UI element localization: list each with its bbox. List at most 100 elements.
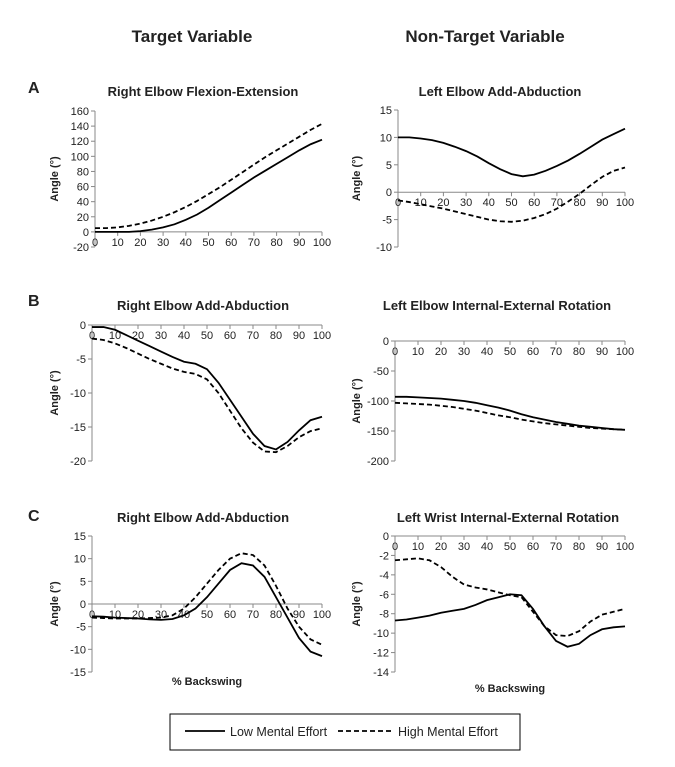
y-tick-label: -5	[382, 215, 392, 227]
y-tick-label: 5	[386, 160, 392, 172]
x-tick-label: 90	[596, 346, 608, 358]
chart-title: Left Wrist Internal-External Rotation	[396, 510, 620, 525]
legend-label: High Mental Effort	[398, 725, 498, 739]
y-tick-label: 15	[74, 531, 86, 543]
y-tick-label: -20	[73, 242, 89, 254]
data-line	[395, 395, 626, 431]
x-tick-label: 30	[460, 197, 472, 209]
x-tick-label: 0	[392, 346, 398, 358]
y-tick-label: -14	[373, 667, 389, 679]
y-axis-label: Angle (°)	[351, 581, 363, 627]
x-tick-label: 0	[392, 541, 398, 553]
y-tick-label: -10	[376, 242, 392, 254]
y-tick-label: -15	[70, 667, 86, 679]
x-tick-label: 70	[247, 330, 259, 342]
x-tick-label: 100	[616, 346, 634, 358]
x-tick-label: 50	[201, 330, 213, 342]
x-tick-label: 70	[550, 541, 562, 553]
x-tick-label: 100	[616, 541, 634, 553]
y-tick-label: 20	[77, 212, 89, 224]
y-tick-label: -5	[76, 354, 86, 366]
data-line	[394, 557, 626, 637]
row-letter: C	[28, 508, 40, 525]
column-heading: Non-Target Variable	[405, 27, 564, 46]
y-tick-label: -6	[379, 589, 389, 601]
y-tick-label: 40	[77, 197, 89, 209]
chart-title-box: Left Elbow Internal-External Rotation	[382, 298, 612, 313]
x-tick-label: 10	[112, 237, 124, 249]
row-letter: B	[28, 293, 40, 310]
y-tick-label: 10	[74, 554, 86, 566]
x-tick-label: 80	[573, 541, 585, 553]
x-tick-label: 0	[395, 197, 401, 209]
x-tick-label: 20	[435, 346, 447, 358]
y-tick-label: 0	[386, 187, 392, 199]
data-line	[91, 562, 323, 657]
data-line	[92, 326, 323, 451]
chart-title-box: Left Elbow Add-Abduction	[419, 84, 582, 99]
y-tick-label: 15	[380, 105, 392, 117]
y-tick-label: 120	[71, 136, 89, 148]
y-axis-label: Angle (°)	[351, 378, 363, 424]
y-tick-label: 80	[77, 166, 89, 178]
x-tick-label: 100	[616, 197, 634, 209]
x-tick-label: 30	[157, 237, 169, 249]
y-tick-label: -10	[373, 628, 389, 640]
x-tick-label: 10	[412, 541, 424, 553]
chart-title-box: Right Elbow Add-Abduction	[117, 298, 289, 313]
x-tick-label: 90	[293, 609, 305, 621]
x-tick-label: 90	[596, 197, 608, 209]
x-tick-label: 20	[437, 197, 449, 209]
x-tick-label: 80	[270, 609, 282, 621]
x-tick-label: 80	[270, 330, 282, 342]
chart-title-box: Right Elbow Add-Abduction	[117, 510, 289, 525]
y-tick-label: 100	[71, 151, 89, 163]
x-tick-label: 50	[504, 346, 516, 358]
x-tick-label: 60	[225, 237, 237, 249]
row-letter: A	[28, 80, 40, 97]
x-tick-label: 40	[178, 330, 190, 342]
y-tick-label: 160	[71, 106, 89, 118]
x-tick-label: 60	[527, 541, 539, 553]
x-tick-label: 30	[458, 346, 470, 358]
y-tick-label: -2	[379, 550, 389, 562]
y-tick-label: -10	[70, 388, 86, 400]
y-tick-label: -150	[367, 426, 389, 438]
x-tick-label: 90	[596, 541, 608, 553]
x-tick-label: 10	[415, 197, 427, 209]
y-axis-label: Angle (°)	[351, 155, 363, 201]
x-tick-label: 100	[313, 609, 331, 621]
x-tick-label: 10	[412, 346, 424, 358]
x-tick-label: 70	[247, 609, 259, 621]
y-tick-label: -20	[70, 456, 86, 468]
chart-title: Left Elbow Internal-External Rotation	[382, 298, 612, 313]
y-tick-label: -10	[70, 644, 86, 656]
y-tick-label: 0	[383, 336, 389, 348]
y-tick-label: -100	[367, 396, 389, 408]
x-tick-label: 60	[528, 197, 540, 209]
y-axis-label: Angle (°)	[49, 156, 61, 202]
x-tick-label: 70	[248, 237, 260, 249]
x-tick-label: 60	[527, 346, 539, 358]
data-line	[397, 166, 626, 223]
column-heading: Target Variable	[132, 27, 253, 46]
y-tick-label: -5	[76, 622, 86, 634]
x-tick-label: 50	[505, 197, 517, 209]
x-tick-label: 80	[573, 197, 585, 209]
x-tick-label: 50	[202, 237, 214, 249]
x-tick-label: 90	[293, 330, 305, 342]
x-tick-label: 0	[89, 330, 95, 342]
y-tick-label: 60	[77, 182, 89, 194]
x-tick-label: 30	[458, 541, 470, 553]
data-line	[91, 337, 323, 454]
x-tick-label: 20	[134, 237, 146, 249]
data-line	[398, 127, 626, 178]
y-tick-label: 0	[83, 227, 89, 239]
y-tick-label: -200	[367, 456, 389, 468]
x-tick-label: 70	[551, 197, 563, 209]
x-tick-label: 20	[435, 541, 447, 553]
x-tick-label: 80	[270, 237, 282, 249]
y-tick-label: 0	[80, 599, 86, 611]
legend-box	[169, 713, 521, 751]
